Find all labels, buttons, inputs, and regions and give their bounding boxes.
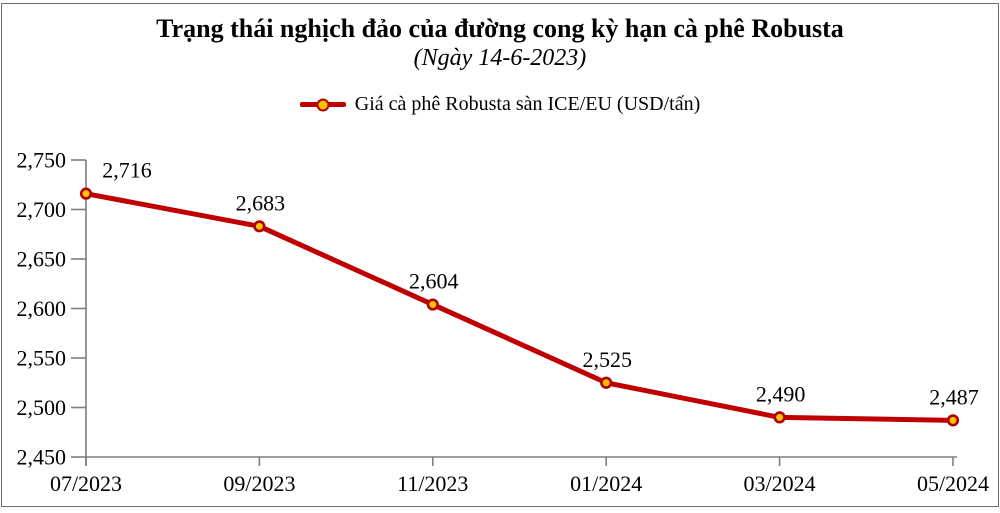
series-line xyxy=(83,191,956,423)
data-point-marker xyxy=(946,414,960,427)
data-point-label: 2,716 xyxy=(102,158,152,183)
data-point-label: 2,683 xyxy=(236,190,286,215)
legend-series-label: Giá cà phê Robusta sàn ICE/EU (USD/tấn) xyxy=(354,93,701,116)
y-tick-label: 2,600 xyxy=(17,296,67,321)
y-tick-label: 2,750 xyxy=(17,148,67,173)
y-tick-label: 2,700 xyxy=(17,197,67,222)
data-point-label: 2,490 xyxy=(756,381,806,406)
y-tick-label: 2,650 xyxy=(17,247,67,272)
x-tick-label: 03/2024 xyxy=(744,471,816,496)
data-point-marker xyxy=(79,187,93,200)
x-tick-label: 11/2023 xyxy=(397,471,468,496)
data-point-marker xyxy=(253,220,266,233)
x-tick-label: 05/2024 xyxy=(917,471,989,496)
y-tick-label: 2,450 xyxy=(17,445,67,470)
data-point-marker xyxy=(426,298,439,311)
data-point-label: 2,487 xyxy=(929,384,979,409)
y-tick-label: 2,500 xyxy=(17,395,67,420)
y-tick-label: 2,550 xyxy=(17,346,67,371)
data-point-label: 2,604 xyxy=(409,269,459,294)
legend: Giá cà phê Robusta sàn ICE/EU (USD/tấn) xyxy=(0,93,1000,116)
x-tick-label: 09/2023 xyxy=(223,471,295,496)
chart-title: Trạng thái nghịch đảo của đường cong kỳ … xyxy=(156,14,844,43)
data-point-marker xyxy=(773,411,786,424)
chart-subtitle: (Ngày 14-6-2023) xyxy=(413,44,587,71)
legend-line-swatch xyxy=(299,98,346,112)
legend-point-icon xyxy=(316,98,330,112)
chart-header: Trạng thái nghịch đảo của đường cong kỳ … xyxy=(0,14,1000,116)
x-tick-label: 01/2024 xyxy=(570,471,642,496)
data-point-marker xyxy=(600,376,613,389)
data-point-label: 2,525 xyxy=(582,347,632,372)
x-tick-label: 07/2023 xyxy=(50,471,122,496)
